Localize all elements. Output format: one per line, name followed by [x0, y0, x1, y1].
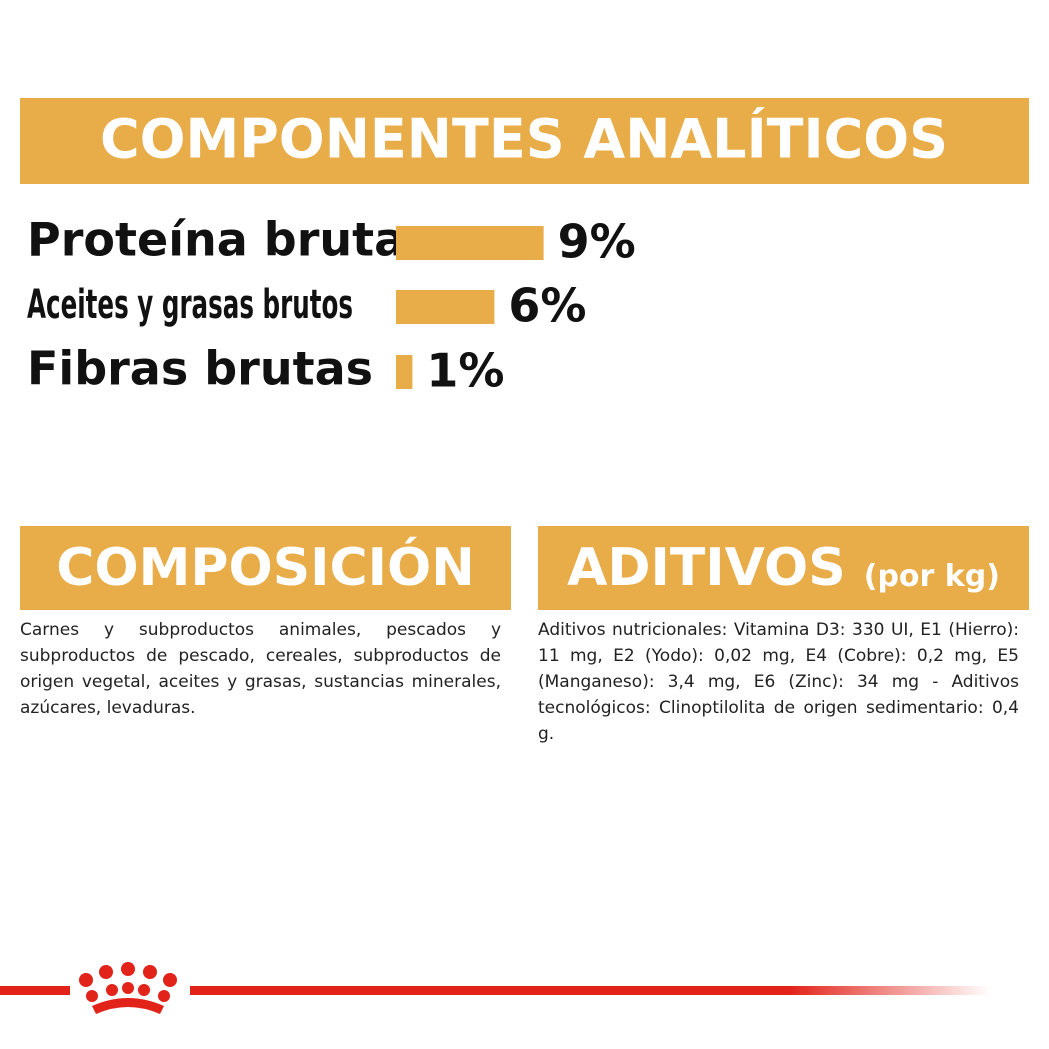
bar: [396, 290, 495, 324]
red-line: [190, 986, 990, 995]
chart-title: COMPONENTES ANALÍTICOS: [100, 108, 948, 171]
category-label: Fibras brutas: [27, 342, 373, 396]
composicion-text: Carnes y subproductos animales, pescados…: [20, 620, 501, 718]
category-label: Proteína bruta: [27, 213, 405, 267]
aditivos-title: ADITIVOS: [567, 538, 846, 598]
composicion-band: COMPOSICIÓN: [20, 526, 511, 610]
title-band: [20, 98, 1029, 184]
red-line: [0, 986, 70, 995]
value-label: 9%: [558, 215, 636, 269]
category-label: Aceites y grasas brutos: [27, 282, 353, 328]
value-label: 1%: [426, 344, 504, 398]
aditivos-band: ADITIVOS (por kg): [538, 526, 1029, 610]
crown-logo: [79, 962, 177, 1014]
aditivos-text: Aditivos nutricionales: Vitamina D3: 330…: [538, 620, 1019, 744]
composicion-title: COMPOSICIÓN: [56, 538, 475, 598]
value-label: 6%: [508, 279, 586, 333]
aditivos-subtitle: (por kg): [863, 559, 1000, 594]
bar: [396, 355, 413, 389]
bar: [396, 226, 544, 260]
